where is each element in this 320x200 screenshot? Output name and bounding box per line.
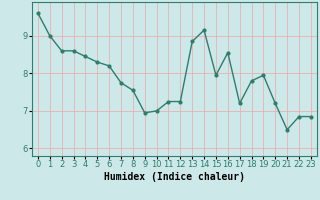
X-axis label: Humidex (Indice chaleur): Humidex (Indice chaleur) bbox=[104, 172, 245, 182]
